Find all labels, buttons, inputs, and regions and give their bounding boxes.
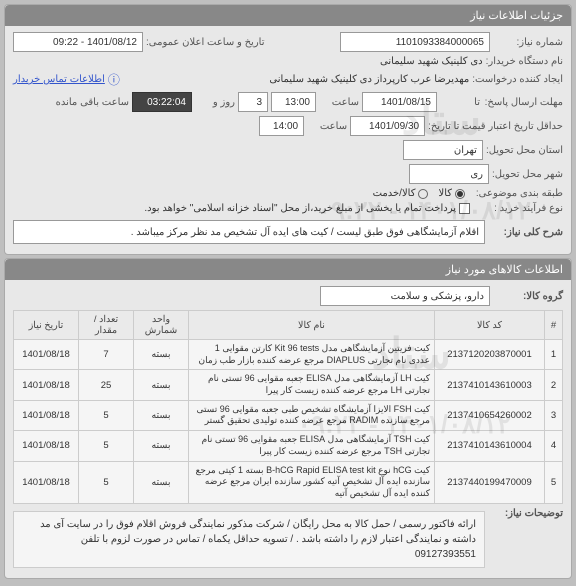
cell-code: 2137120203870001	[435, 340, 545, 370]
items-table: # کد کالا نام کالا واحد شمارش تعداد / مق…	[13, 310, 563, 504]
table-row: 32137410654260002کیت FSH الایزا آزمایشگا…	[14, 400, 563, 430]
creator-value: مهدیرضا عرب کارپرداز دی کلینیک شهید سلیم…	[269, 74, 469, 85]
class-label: طبقه بندی موضوعی:	[468, 188, 563, 199]
cell-unit: بسته	[134, 340, 189, 370]
th-name: نام کالا	[189, 311, 435, 340]
remain-label: ساعت باقی مانده	[56, 97, 129, 108]
cell-unit: بسته	[134, 400, 189, 430]
cell-num: 5	[545, 461, 563, 503]
buy-type-note: پرداخت تمام یا بخشی از مبلغ خرید،از محل …	[144, 203, 456, 214]
min-valid-label: حداقل تاریخ اعتبار قیمت تا تاریخ:	[428, 121, 563, 132]
th-code: کد کالا	[435, 311, 545, 340]
cell-name: کیت hCG نوع B-hCG Rapid ELISA test kit ب…	[189, 461, 435, 503]
panel-header-2: اطلاعات کالاهای مورد نیاز	[5, 259, 571, 280]
buyer-label: نام دستگاه خریدار:	[486, 56, 563, 67]
buyer-info-link[interactable]: اطلاعات تماس خریدار	[13, 74, 105, 85]
min-valid-time-lbl: ساعت	[307, 121, 347, 132]
announce-label: تاریخ و ساعت اعلان عمومی:	[146, 37, 265, 48]
cell-date: 1401/08/18	[14, 431, 79, 461]
notes-box: ارائه فاکتور رسمی / حمل کالا به محل رایگ…	[13, 511, 485, 568]
deadline-date-lbl: تا	[440, 97, 480, 108]
city-field: ری	[409, 164, 489, 184]
table-header-row: # کد کالا نام کالا واحد شمارش تعداد / مق…	[14, 311, 563, 340]
th-num: #	[545, 311, 563, 340]
cell-num: 4	[545, 431, 563, 461]
class-goods-radio[interactable]: کالا	[438, 188, 465, 199]
deadline-date: 1401/08/15	[362, 92, 437, 112]
deadline-time-lbl: ساعت	[319, 97, 359, 108]
min-valid-time: 14:00	[259, 116, 304, 136]
cell-date: 1401/08/18	[14, 370, 79, 400]
province-label: استان محل تحویل:	[486, 145, 563, 156]
panel-body-1: ستاد ۱۴۰۱/۰۸/۱۲ - ۰۹:۲۲ شماره نیاز: 1101…	[5, 26, 571, 254]
cell-date: 1401/08/18	[14, 461, 79, 503]
deadline-days: 3	[238, 92, 268, 112]
cell-qty: 5	[79, 461, 134, 503]
cell-qty: 5	[79, 431, 134, 461]
items-panel: اطلاعات کالاهای مورد نیاز ستاد ۱۴۰۱/۰۸/۱…	[4, 258, 572, 579]
cell-name: کیت TSH آزمایشگاهی مدل ELISA جعبه مقوایی…	[189, 431, 435, 461]
province-field: تهران	[403, 140, 483, 160]
cell-code: 2137410654260002	[435, 400, 545, 430]
panel-header-1: جزئیات اطلاعات نیاز	[5, 5, 571, 26]
group-field: دارو، پزشکی و سلامت	[320, 286, 490, 306]
notes-label: توضیحات نیاز:	[488, 508, 563, 519]
cell-code: 2137410143610004	[435, 431, 545, 461]
desc-label: شرح کلی نیاز:	[488, 227, 563, 238]
deadline-label: مهلت ارسال پاسخ:	[483, 97, 563, 108]
creator-label: ایجاد کننده درخواست:	[472, 74, 563, 85]
group-label: گروه کالا:	[493, 291, 563, 302]
city-label: شهر محل تحویل:	[492, 169, 563, 180]
cell-num: 2	[545, 370, 563, 400]
remain-time: 03:22:04	[132, 92, 192, 112]
table-row: 22137410143610003کیت LH آزمایشگاهی مدل E…	[14, 370, 563, 400]
th-qty: تعداد / مقدار	[79, 311, 134, 340]
cell-qty: 7	[79, 340, 134, 370]
cell-name: کیت LH آزمایشگاهی مدل ELISA جعبه مقوایی …	[189, 370, 435, 400]
class-service-radio[interactable]: کالا/خدمت	[373, 188, 429, 199]
cell-name: کیت FSH الایزا آزمایشگاه تشخیص طبی جعبه …	[189, 400, 435, 430]
buy-type-label: نوع فرآیند خرید :	[473, 203, 563, 214]
buy-type-checkbox[interactable]	[459, 203, 470, 214]
table-row: 42137410143610004کیت TSH آزمایشگاهی مدل …	[14, 431, 563, 461]
cell-date: 1401/08/18	[14, 340, 79, 370]
cell-code: 2137440199470009	[435, 461, 545, 503]
cell-qty: 25	[79, 370, 134, 400]
panel-body-2: ستاد ۱۴۰۱/۰۸/۱۲ - ۰۹:۲۲ گروه کالا: دارو،…	[5, 280, 571, 578]
deadline-time: 13:00	[271, 92, 316, 112]
info-icon: ⓘ	[108, 71, 120, 88]
cell-name: کیت فریتین آزمایشگاهی مدل Kit 96 tests ک…	[189, 340, 435, 370]
buyer-value: دی کلینیک شهید سلیمانی	[380, 56, 483, 67]
cell-date: 1401/08/18	[14, 400, 79, 430]
days-label: روز و	[195, 97, 235, 108]
cell-num: 3	[545, 400, 563, 430]
cell-code: 2137410143610003	[435, 370, 545, 400]
cell-unit: بسته	[134, 461, 189, 503]
cell-qty: 5	[79, 400, 134, 430]
class-radio-group: کالا کالا/خدمت	[373, 188, 465, 199]
announce-field: 1401/08/12 - 09:22	[13, 32, 143, 52]
th-unit: واحد شمارش	[134, 311, 189, 340]
min-valid-date: 1401/09/30	[350, 116, 425, 136]
cell-unit: بسته	[134, 370, 189, 400]
cell-num: 1	[545, 340, 563, 370]
request-no-label: شماره نیاز:	[493, 37, 563, 48]
need-details-panel: جزئیات اطلاعات نیاز ستاد ۱۴۰۱/۰۸/۱۲ - ۰۹…	[4, 4, 572, 255]
cell-unit: بسته	[134, 431, 189, 461]
table-row: 52137440199470009کیت hCG نوع B-hCG Rapid…	[14, 461, 563, 503]
request-no-field: 1101093384000065	[340, 32, 490, 52]
table-row: 12137120203870001کیت فریتین آزمایشگاهی م…	[14, 340, 563, 370]
th-date: تاریخ نیاز	[14, 311, 79, 340]
desc-field: اقلام آزمایشگاهی فوق طبق لیست / کیت های …	[13, 220, 485, 244]
